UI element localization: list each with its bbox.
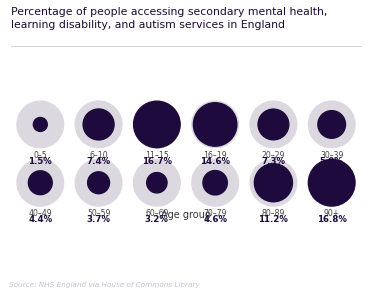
Text: 7.3%: 7.3% — [262, 157, 285, 166]
Circle shape — [250, 101, 297, 148]
Circle shape — [147, 173, 167, 193]
Text: 3.2%: 3.2% — [145, 215, 169, 224]
Text: 14.6%: 14.6% — [200, 157, 230, 166]
Text: 7.4%: 7.4% — [87, 157, 110, 166]
Text: 4.6%: 4.6% — [203, 215, 227, 224]
Circle shape — [75, 101, 122, 148]
Text: 11–15: 11–15 — [145, 151, 169, 160]
Circle shape — [192, 101, 238, 148]
Circle shape — [308, 159, 355, 206]
Circle shape — [75, 159, 122, 206]
Text: 5.9%: 5.9% — [320, 157, 344, 166]
Text: 90+: 90+ — [324, 209, 340, 218]
Circle shape — [33, 117, 47, 131]
Circle shape — [193, 103, 237, 146]
Text: 4.4%: 4.4% — [28, 215, 52, 224]
Text: Age group: Age group — [161, 209, 211, 220]
Text: 11.2%: 11.2% — [259, 215, 288, 224]
Text: 3.7%: 3.7% — [87, 215, 110, 224]
Circle shape — [192, 159, 238, 206]
Text: 60–69: 60–69 — [145, 209, 169, 218]
Circle shape — [258, 109, 289, 140]
Circle shape — [28, 171, 52, 195]
Circle shape — [17, 101, 64, 148]
Circle shape — [203, 170, 227, 195]
Circle shape — [250, 159, 297, 206]
Text: 30–39: 30–39 — [320, 151, 343, 160]
Text: 1.5%: 1.5% — [28, 157, 52, 166]
Circle shape — [308, 101, 355, 148]
Circle shape — [88, 172, 109, 194]
Text: 20–29: 20–29 — [262, 151, 285, 160]
Text: A: A — [351, 278, 363, 291]
Circle shape — [134, 101, 180, 148]
Text: 16.8%: 16.8% — [317, 215, 347, 224]
Text: Percentage of people accessing secondary mental health,
learning disability, and: Percentage of people accessing secondary… — [11, 7, 327, 30]
Text: 80–89: 80–89 — [262, 209, 285, 218]
Text: 16–19: 16–19 — [203, 151, 227, 160]
Text: Source: NHS England via House of Commons Library: Source: NHS England via House of Commons… — [9, 282, 200, 288]
Text: 50–59: 50–59 — [87, 209, 110, 218]
Text: 16.7%: 16.7% — [142, 157, 172, 166]
Text: 0–5: 0–5 — [33, 151, 47, 160]
Text: 6–10: 6–10 — [89, 151, 108, 160]
Text: 40–49: 40–49 — [29, 209, 52, 218]
Circle shape — [134, 101, 180, 148]
Circle shape — [83, 109, 114, 140]
Text: 70–79: 70–79 — [203, 209, 227, 218]
Circle shape — [134, 159, 180, 206]
Circle shape — [17, 159, 64, 206]
Circle shape — [254, 164, 292, 202]
Circle shape — [318, 111, 346, 138]
Circle shape — [308, 159, 355, 206]
